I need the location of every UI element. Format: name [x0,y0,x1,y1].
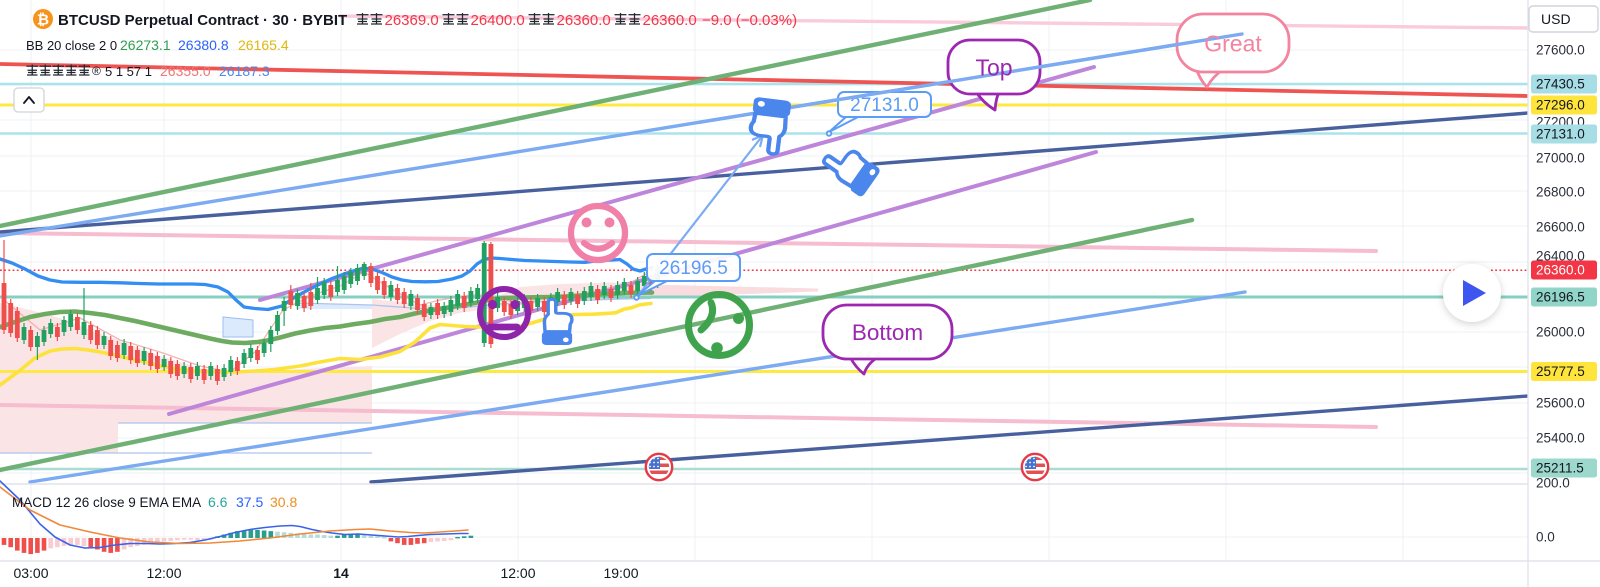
svg-text:Great: Great [1204,30,1262,56]
svg-text:0.0: 0.0 [1536,530,1555,545]
svg-text:12:00: 12:00 [146,565,181,581]
svg-text:19:00: 19:00 [603,565,638,581]
svg-text:26369.0: 26369.0 [385,12,439,29]
svg-text:5 1 57 1: 5 1 57 1 [105,64,152,79]
svg-text:26273.1: 26273.1 [120,37,171,53]
svg-text:26800.0: 26800.0 [1536,185,1585,200]
svg-text:27296.0: 27296.0 [1536,98,1585,113]
svg-text:BB 20 close 2 0: BB 20 close 2 0 [26,38,117,53]
svg-text:₿: ₿ [37,12,49,29]
svg-text:26187.3: 26187.3 [219,63,270,79]
svg-text:26400.0: 26400.0 [1536,249,1585,264]
svg-text:®: ® [92,64,101,78]
svg-text:Top: Top [975,54,1012,80]
svg-text:25777.5: 25777.5 [1536,364,1585,379]
svg-text:−9.0 (−0.03%): −9.0 (−0.03%) [702,12,797,29]
svg-text:Bottom: Bottom [852,320,923,345]
svg-text:26355.0: 26355.0 [160,63,211,79]
svg-text:30.8: 30.8 [270,494,297,510]
svg-text:37.5: 37.5 [236,494,263,510]
svg-text:25400.0: 25400.0 [1536,431,1585,446]
svg-text:MACD 12 26 close 9 EMA EMA: MACD 12 26 close 9 EMA EMA [12,495,201,510]
svg-text:03:00: 03:00 [13,565,48,581]
svg-text:27131.0: 27131.0 [850,95,919,116]
svg-text:26165.4: 26165.4 [238,37,289,53]
svg-text:26360.0: 26360.0 [557,12,611,29]
svg-text:27131.0: 27131.0 [1536,127,1585,142]
svg-text:USD: USD [1541,11,1571,27]
svg-text:26000.0: 26000.0 [1536,325,1585,340]
svg-text:26360.0: 26360.0 [643,12,697,29]
svg-text:25211.5: 25211.5 [1536,461,1584,476]
svg-text:26360.0: 26360.0 [1536,263,1585,278]
svg-text:6.6: 6.6 [208,494,228,510]
svg-text:26380.8: 26380.8 [178,37,229,53]
svg-text:27600.0: 27600.0 [1536,43,1585,58]
svg-text:14: 14 [333,565,349,581]
svg-text:25600.0: 25600.0 [1536,396,1585,411]
svg-text:26196.5: 26196.5 [659,258,728,279]
svg-text:26400.0: 26400.0 [471,12,525,29]
svg-text:200.0: 200.0 [1536,476,1570,491]
svg-text:26600.0: 26600.0 [1536,220,1585,235]
svg-text:27430.5: 27430.5 [1536,77,1585,92]
svg-text:BTCUSD Perpetual Contract · 30: BTCUSD Perpetual Contract · 30 · BYBIT [58,12,347,29]
svg-text:27000.0: 27000.0 [1536,151,1585,166]
svg-text:12:00: 12:00 [500,565,535,581]
svg-text:26196.5: 26196.5 [1536,290,1585,305]
